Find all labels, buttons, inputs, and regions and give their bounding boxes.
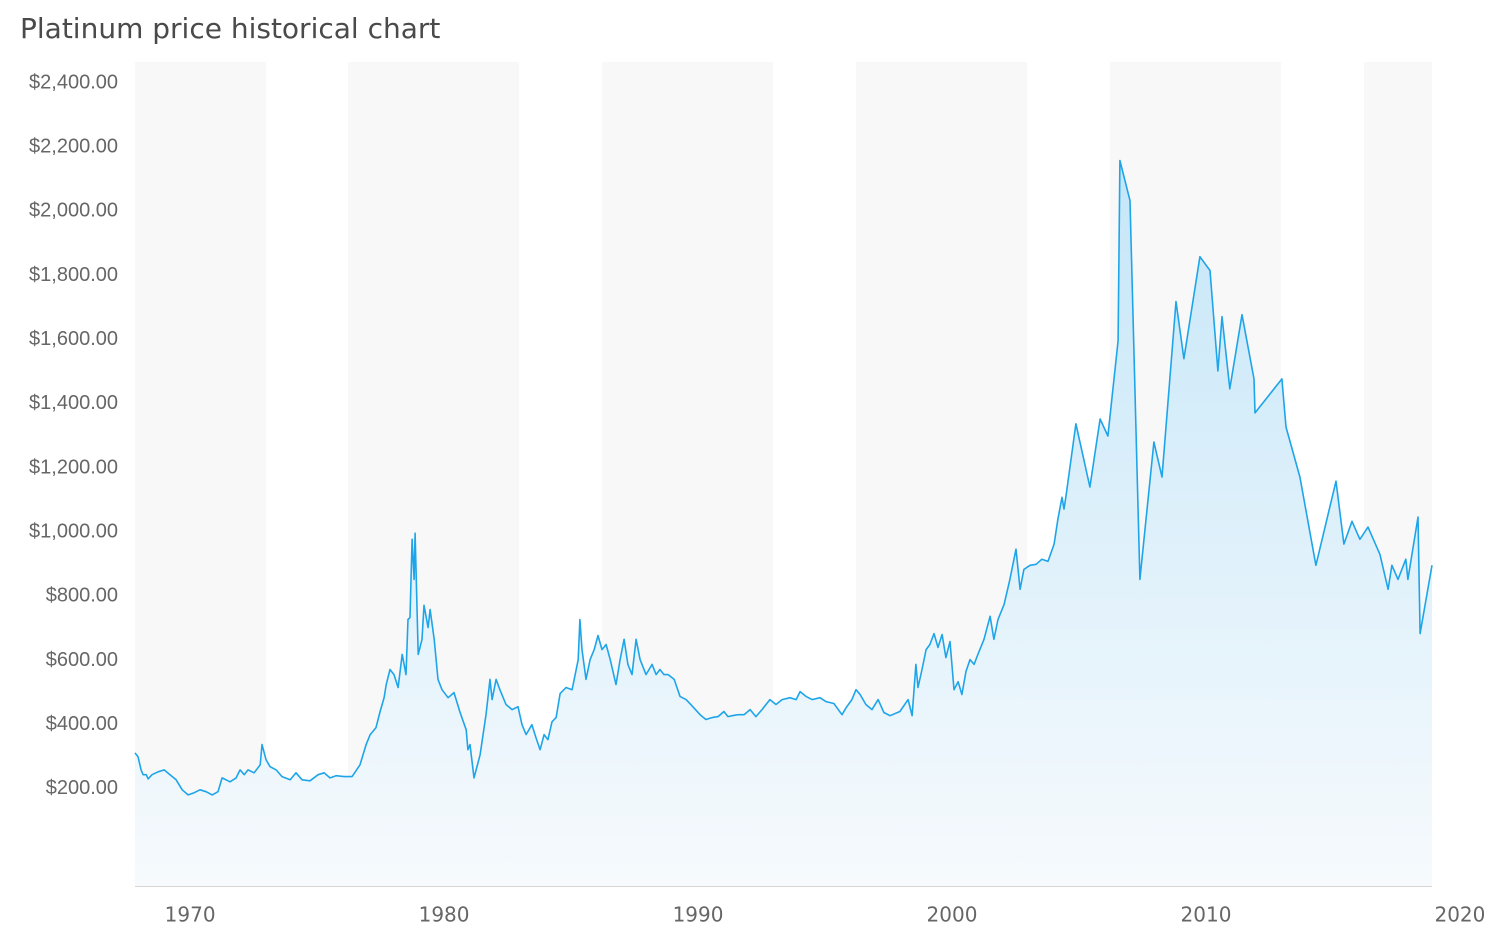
x-tick-label: 2010 bbox=[1181, 903, 1232, 927]
y-tick-label: $400.00 bbox=[46, 713, 118, 735]
chart-title: Platinum price historical chart bbox=[20, 12, 440, 45]
y-tick-label: $1,400.00 bbox=[29, 392, 118, 414]
y-tick-label: $1,800.00 bbox=[29, 264, 118, 286]
y-tick-label: $1,200.00 bbox=[29, 456, 118, 478]
band bbox=[266, 62, 348, 886]
y-tick-label: $2,000.00 bbox=[29, 200, 118, 222]
y-tick-label: $1,600.00 bbox=[29, 328, 118, 350]
price-line bbox=[134, 159, 1433, 796]
y-tick-label: $2,400.00 bbox=[29, 71, 118, 93]
y-tick-label: $800.00 bbox=[46, 585, 118, 607]
y-tick-label: $600.00 bbox=[46, 649, 118, 671]
area-fill bbox=[135, 160, 1432, 886]
x-tick-label: 1970 bbox=[165, 903, 216, 927]
y-tick-label: $200.00 bbox=[46, 777, 118, 799]
x-tick-label: 2000 bbox=[927, 903, 978, 927]
y-tick-label: $1,000.00 bbox=[29, 520, 118, 542]
x-tick-label: 2020 bbox=[1434, 903, 1485, 927]
x-tick-label: 1990 bbox=[673, 903, 724, 927]
x-tick-label: 1980 bbox=[419, 903, 470, 927]
y-tick-label: $2,200.00 bbox=[29, 136, 118, 158]
